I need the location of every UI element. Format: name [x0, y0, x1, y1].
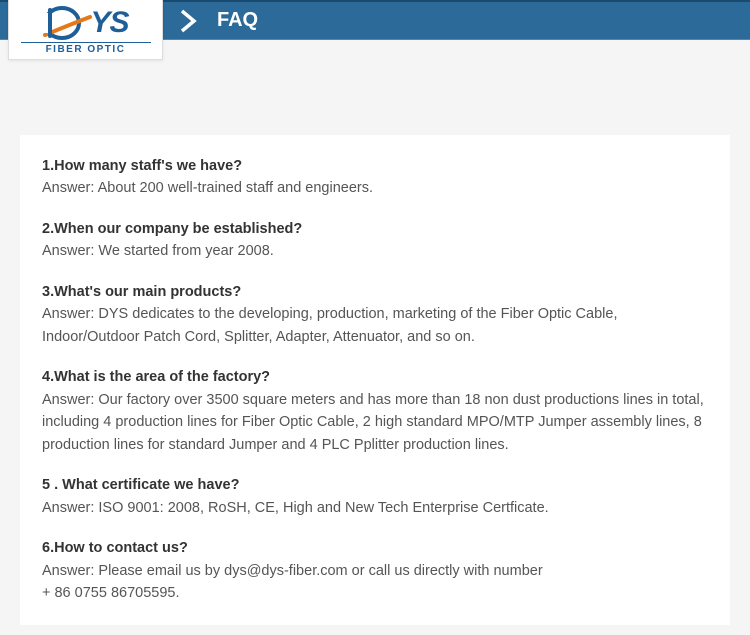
- faq-question: 5 . What certificate we have?: [42, 474, 708, 496]
- faq-answer: Answer: Our factory over 3500 square met…: [42, 389, 708, 456]
- logo-text: YS: [90, 6, 128, 40]
- logo-mark: YS: [42, 5, 128, 41]
- faq-answer: Answer: We started from year 2008.: [42, 240, 708, 262]
- faq-answer: Answer: ISO 9001: 2008, RoSH, CE, High a…: [42, 497, 708, 519]
- faq-question: 3.What's our main products?: [42, 281, 708, 303]
- page-title: FAQ: [217, 9, 258, 32]
- faq-panel: 1.How many staff's we have? Answer: Abou…: [20, 135, 730, 625]
- chevron-right-icon: [175, 7, 203, 35]
- faq-question: 6.How to contact us?: [42, 537, 708, 559]
- logo-d-icon: [42, 5, 92, 41]
- faq-question: 2.When our company be established?: [42, 218, 708, 240]
- faq-answer: Answer: DYS dedicates to the developing,…: [42, 303, 708, 348]
- faq-answer: Answer: About 200 well-trained staff and…: [42, 177, 708, 199]
- content-area: 1.How many staff's we have? Answer: Abou…: [0, 40, 750, 635]
- faq-answer: Answer: Please email us by dys@dys-fiber…: [42, 560, 708, 605]
- logo-subtitle: FIBER OPTIC: [46, 44, 126, 55]
- faq-question: 1.How many staff's we have?: [42, 155, 708, 177]
- brand-logo: YS FIBER OPTIC: [8, 0, 163, 60]
- logo-divider: [21, 42, 151, 43]
- faq-question: 4.What is the area of the factory?: [42, 366, 708, 388]
